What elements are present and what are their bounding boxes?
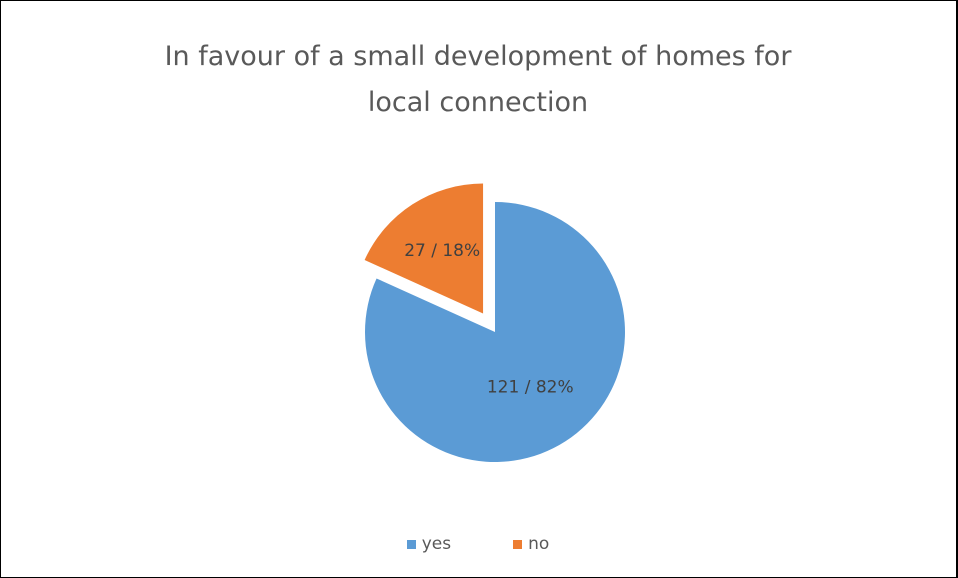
legend-label-no: no [528,534,550,554]
legend-item-no: no [513,534,549,554]
legend-item-yes: yes [406,534,452,554]
legend-label-yes: yes [421,534,452,554]
pie-slice-yes [364,202,625,462]
chart-title: In favour of a small development of home… [0,34,956,126]
legend-swatch-yes [406,539,416,549]
chart-title-line-1: In favour of a small development of home… [164,41,792,72]
chart-title-line-2: local connection [367,87,589,118]
legend: yes no [0,534,956,554]
pie-slice-no [364,183,484,314]
legend-swatch-no [513,539,523,549]
frame-edge [956,0,958,578]
data-label-no: 27 / 18% [404,241,480,261]
data-label-yes: 121 / 82% [487,378,574,398]
